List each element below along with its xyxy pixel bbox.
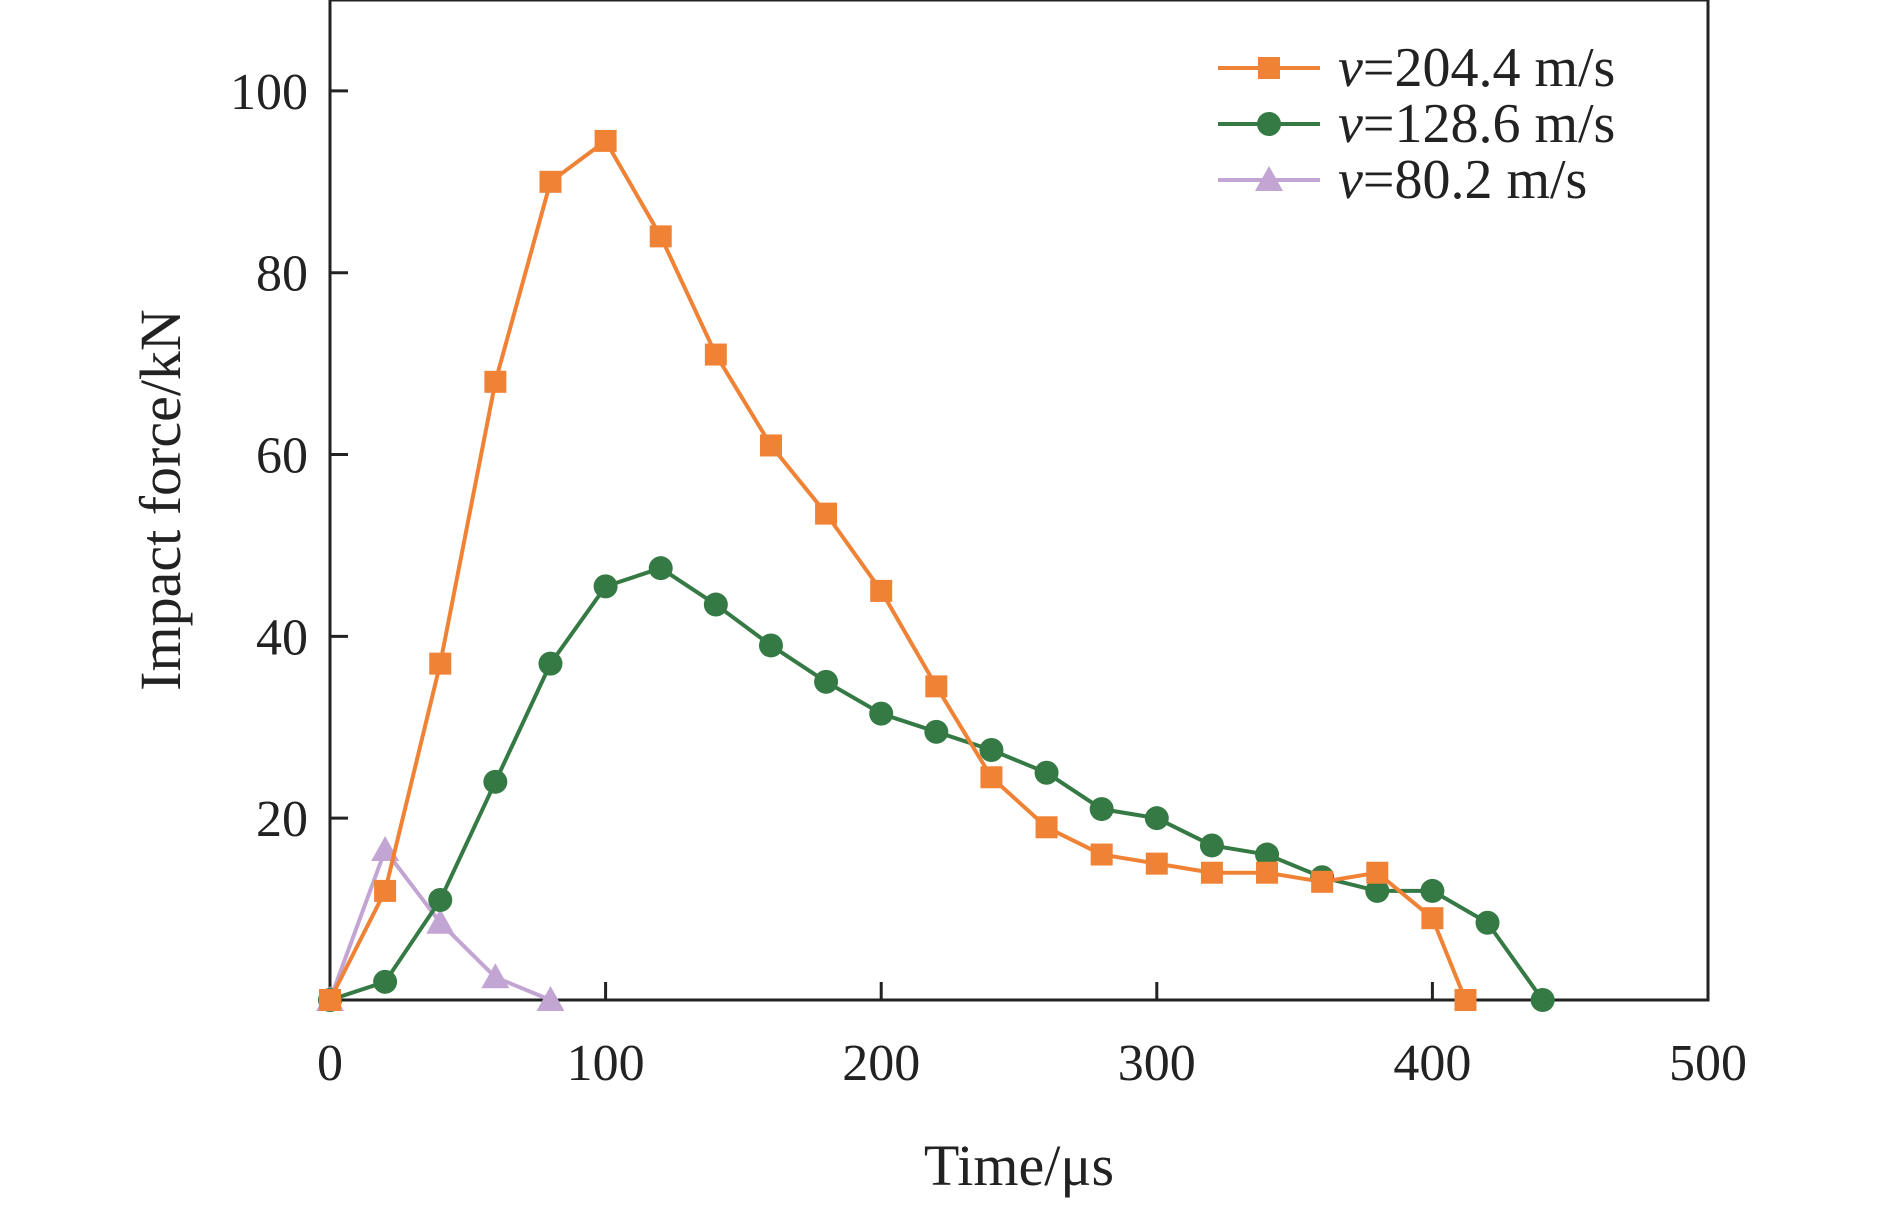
data-point [426, 908, 455, 934]
x-tick-label: 200 [842, 1035, 920, 1092]
data-point [374, 879, 397, 902]
y-axis-title: Impact force/kN [128, 309, 193, 691]
data-point [536, 986, 565, 1011]
data-point [1145, 852, 1168, 875]
y-tick-label: 40 [256, 609, 308, 666]
legend-marker [1255, 166, 1283, 191]
legend-label-variable: v [1338, 37, 1363, 99]
series-line [328, 138, 1468, 1001]
data-point [1144, 806, 1169, 831]
data-point [1365, 878, 1390, 903]
y-tick-label: 20 [256, 791, 308, 848]
series-line [329, 566, 1545, 1002]
data-point [538, 651, 563, 676]
data-point [428, 888, 453, 912]
data-point [1035, 816, 1058, 839]
x-tick-label: 0 [317, 1035, 343, 1092]
y-tick-label: 60 [256, 428, 308, 485]
data-point [1090, 843, 1113, 866]
x-axis-title: Time/μs [924, 1133, 1114, 1198]
legend-label-value: =204.4 m/s [1363, 37, 1616, 99]
data-point [758, 633, 783, 658]
legend-item: v=128.6 m/s [1218, 93, 1615, 155]
legend-item: v=204.4 m/s [1218, 37, 1615, 99]
data-point [979, 738, 1004, 762]
legend-label-value: =128.6 m/s [1363, 93, 1616, 155]
x-tick-label: 300 [1118, 1035, 1196, 1092]
data-point [814, 669, 839, 694]
data-point [870, 579, 893, 602]
plot-area-frame [328, 0, 1710, 1002]
data-point [1475, 910, 1500, 935]
data-point [1420, 878, 1445, 903]
data-point [594, 129, 617, 152]
data-point [483, 769, 508, 794]
data-point [1311, 870, 1334, 893]
data-point [704, 343, 727, 366]
series-triangle [316, 836, 565, 1011]
data-point [539, 170, 562, 193]
data-point [1366, 861, 1389, 884]
data-point [1255, 842, 1280, 867]
series-square [319, 129, 1477, 1011]
data-point [869, 701, 894, 726]
data-point [980, 766, 1003, 789]
data-point [319, 989, 341, 1011]
data-point [649, 225, 672, 248]
data-point [648, 556, 673, 581]
legend-item: v=80.2 m/s [1218, 149, 1587, 211]
x-tick-label: 100 [567, 1035, 645, 1092]
data-point [1199, 833, 1224, 858]
series-circle [318, 556, 1555, 1012]
legend-label: v=128.6 m/s [1338, 93, 1615, 155]
legend-label-value: =80.2 m/s [1363, 149, 1588, 211]
data-point [1530, 988, 1555, 1012]
data-point [481, 963, 510, 989]
data-point [1421, 907, 1444, 930]
data-point [593, 574, 618, 599]
data-point [1089, 797, 1114, 822]
data-point [703, 592, 728, 617]
x-tick-label: 400 [1393, 1035, 1471, 1092]
legend-label-variable: v [1338, 93, 1363, 155]
data-point [429, 652, 452, 675]
data-point [924, 719, 949, 744]
legend-marker [1257, 112, 1281, 136]
series-group [316, 129, 1555, 1012]
legend-marker [1258, 57, 1280, 79]
data-point [1256, 861, 1279, 884]
legend-label-variable: v [1338, 149, 1363, 211]
data-point [815, 502, 838, 525]
data-point [1454, 989, 1477, 1011]
data-point [1200, 861, 1223, 884]
data-point [484, 370, 507, 393]
legend-label: v=204.4 m/s [1338, 37, 1615, 99]
x-tick-label: 500 [1669, 1035, 1747, 1092]
axis-ticks: 0 100 200 300 400 500 20 40 60 80 100 [230, 64, 1747, 1092]
data-point [373, 969, 398, 994]
data-point [1034, 760, 1059, 785]
data-point [925, 675, 948, 698]
data-point [759, 434, 782, 457]
y-tick-label: 100 [230, 64, 308, 121]
legend-label: v=80.2 m/s [1338, 149, 1587, 211]
legend: v=204.4 m/sv=128.6 m/sv=80.2 m/s [1218, 37, 1615, 211]
y-tick-label: 80 [256, 246, 308, 303]
